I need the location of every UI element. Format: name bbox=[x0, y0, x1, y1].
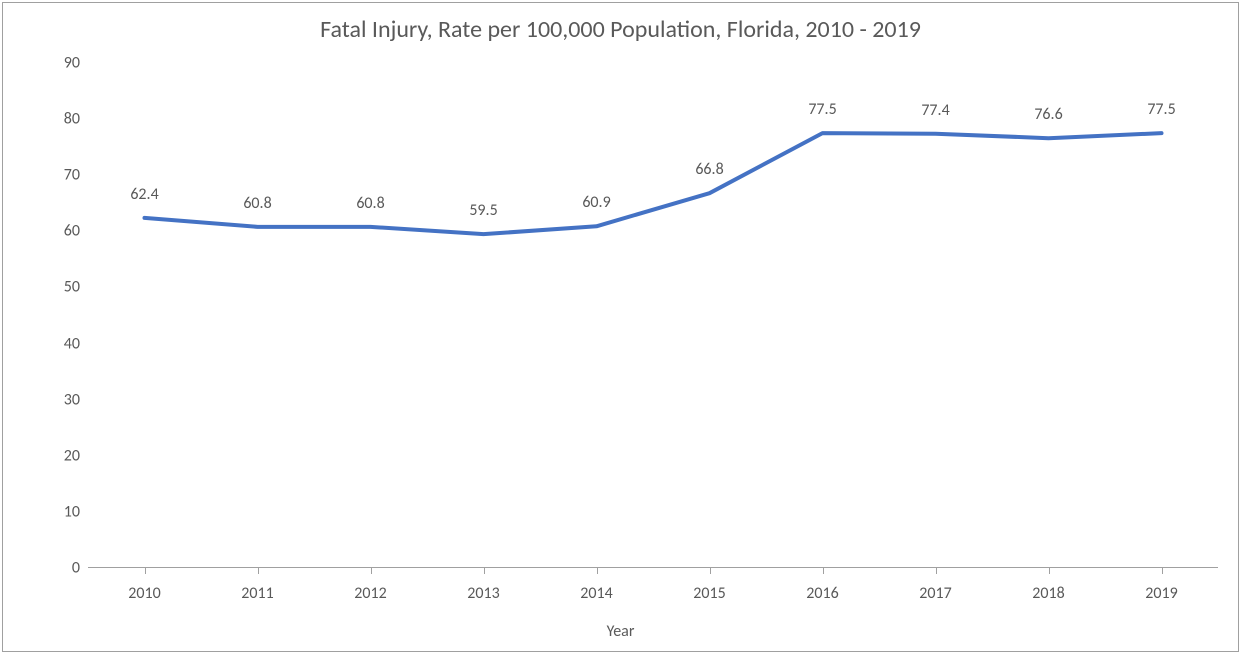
series-line bbox=[145, 133, 1162, 234]
y-tick-label: 10 bbox=[64, 502, 80, 521]
x-tick-mark bbox=[597, 568, 598, 574]
x-tick-label: 2011 bbox=[241, 584, 273, 603]
data-label: 60.8 bbox=[356, 194, 384, 213]
data-label: 77.5 bbox=[808, 100, 836, 119]
y-tick-label: 50 bbox=[64, 278, 80, 297]
x-axis-title: Year bbox=[3, 622, 1238, 641]
x-tick-mark bbox=[484, 568, 485, 574]
data-label: 76.6 bbox=[1034, 105, 1062, 124]
x-tick-mark bbox=[936, 568, 937, 574]
chart-container: Fatal Injury, Rate per 100,000 Populatio… bbox=[2, 2, 1239, 652]
x-tick-label: 2015 bbox=[693, 584, 725, 603]
x-tick-label: 2013 bbox=[467, 584, 499, 603]
y-tick-label: 40 bbox=[64, 334, 80, 353]
y-tick-label: 30 bbox=[64, 390, 80, 409]
chart-title: Fatal Injury, Rate per 100,000 Populatio… bbox=[3, 15, 1238, 44]
data-label: 62.4 bbox=[130, 185, 158, 204]
x-tick-label: 2014 bbox=[580, 584, 612, 603]
data-label: 77.5 bbox=[1147, 100, 1175, 119]
y-tick-label: 20 bbox=[64, 446, 80, 465]
x-tick-label: 2010 bbox=[128, 584, 160, 603]
line-chart-svg bbox=[88, 63, 1218, 568]
x-tick-label: 2019 bbox=[1145, 584, 1177, 603]
x-tick-label: 2012 bbox=[354, 584, 386, 603]
x-tick-mark bbox=[823, 568, 824, 574]
x-tick-mark bbox=[1049, 568, 1050, 574]
x-tick-mark bbox=[1162, 568, 1163, 574]
data-label: 66.8 bbox=[695, 160, 723, 179]
y-tick-label: 90 bbox=[64, 54, 80, 73]
x-tick-label: 2016 bbox=[806, 584, 838, 603]
y-tick-label: 80 bbox=[64, 110, 80, 129]
x-tick-mark bbox=[145, 568, 146, 574]
x-tick-mark bbox=[371, 568, 372, 574]
x-tick-label: 2018 bbox=[1032, 584, 1064, 603]
y-tick-label: 70 bbox=[64, 166, 80, 185]
x-tick-label: 2017 bbox=[919, 584, 951, 603]
plot-area: 0102030405060708090201020112012201320142… bbox=[88, 63, 1218, 568]
x-tick-mark bbox=[710, 568, 711, 574]
data-label: 59.5 bbox=[469, 201, 497, 220]
data-label: 60.8 bbox=[243, 194, 271, 213]
y-tick-label: 0 bbox=[72, 559, 80, 578]
data-label: 60.9 bbox=[582, 193, 610, 212]
x-tick-mark bbox=[258, 568, 259, 574]
y-tick-label: 60 bbox=[64, 222, 80, 241]
data-label: 77.4 bbox=[921, 101, 949, 120]
